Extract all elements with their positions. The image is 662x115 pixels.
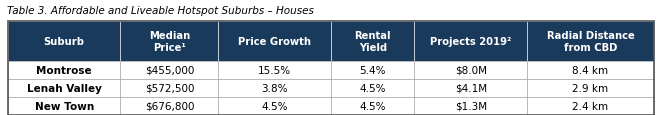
- Text: Price Growth: Price Growth: [238, 36, 311, 46]
- Text: $676,800: $676,800: [145, 101, 194, 111]
- Bar: [414, 79, 527, 97]
- Text: Montrose: Montrose: [36, 65, 92, 75]
- Text: Table 3. Affordable and Liveable Hotspot Suburbs – Houses: Table 3. Affordable and Liveable Hotspot…: [7, 6, 314, 16]
- Text: Median
Price¹: Median Price¹: [149, 31, 190, 52]
- Bar: [527, 79, 654, 97]
- Bar: [8, 79, 120, 97]
- Text: $1.3M: $1.3M: [455, 101, 487, 111]
- Bar: [120, 61, 218, 79]
- Text: 4.5%: 4.5%: [261, 101, 288, 111]
- Text: $8.0M: $8.0M: [455, 65, 487, 75]
- Text: 4.5%: 4.5%: [359, 83, 386, 93]
- Text: New Town: New Town: [34, 101, 94, 111]
- Text: 15.5%: 15.5%: [258, 65, 291, 75]
- Text: Lenah Valley: Lenah Valley: [26, 83, 102, 93]
- Text: Rental
Yield: Rental Yield: [354, 31, 391, 52]
- Text: Radial Distance
from CBD: Radial Distance from CBD: [547, 31, 634, 52]
- Bar: [8, 22, 120, 61]
- Text: 5.4%: 5.4%: [359, 65, 386, 75]
- Text: 2.9 km: 2.9 km: [573, 83, 608, 93]
- Bar: [218, 61, 331, 79]
- Bar: [527, 22, 654, 61]
- Bar: [120, 22, 218, 61]
- Text: Projects 2019²: Projects 2019²: [430, 36, 512, 46]
- Bar: [414, 22, 527, 61]
- Bar: [120, 97, 218, 115]
- Text: 4.5%: 4.5%: [359, 101, 386, 111]
- Bar: [120, 79, 218, 97]
- Bar: [527, 97, 654, 115]
- Bar: [8, 61, 120, 79]
- Bar: [331, 61, 414, 79]
- Bar: [331, 97, 414, 115]
- Bar: [414, 97, 527, 115]
- Text: $572,500: $572,500: [145, 83, 194, 93]
- Text: $455,000: $455,000: [145, 65, 194, 75]
- Bar: [331, 22, 414, 61]
- Bar: [218, 22, 331, 61]
- Text: 2.4 km: 2.4 km: [573, 101, 608, 111]
- Text: 3.8%: 3.8%: [261, 83, 288, 93]
- Bar: [218, 79, 331, 97]
- Bar: [414, 61, 527, 79]
- Text: $4.1M: $4.1M: [455, 83, 487, 93]
- Text: Suburb: Suburb: [44, 36, 85, 46]
- Text: 8.4 km: 8.4 km: [573, 65, 608, 75]
- Bar: [218, 97, 331, 115]
- Bar: [527, 61, 654, 79]
- Bar: [8, 97, 120, 115]
- Bar: [331, 79, 414, 97]
